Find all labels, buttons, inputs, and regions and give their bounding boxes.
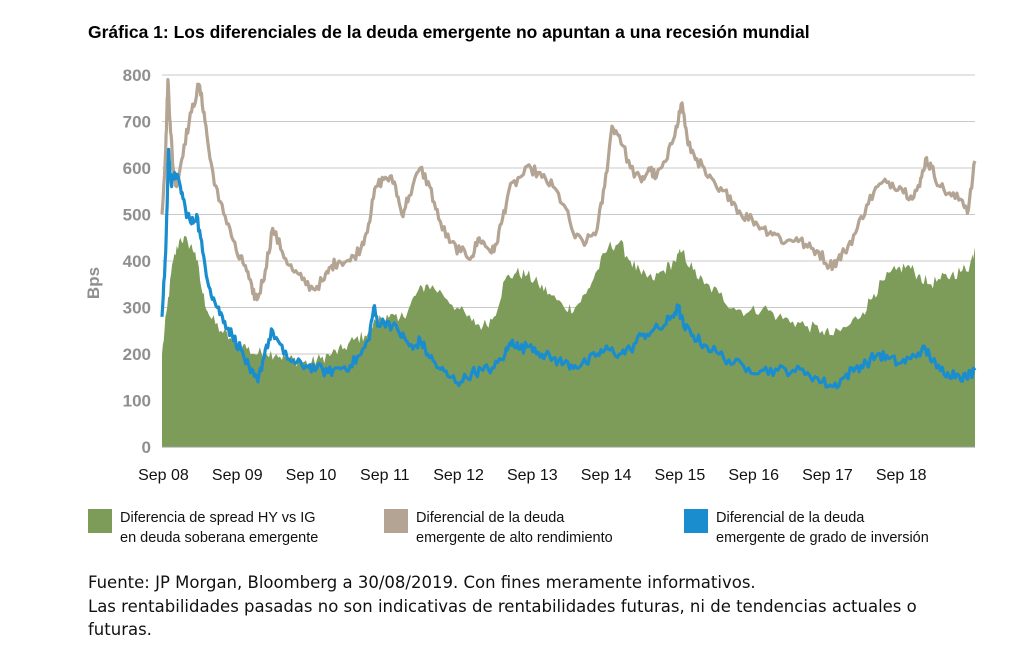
source-line: Las rentabilidades pasadas no son indica…: [88, 596, 917, 616]
legend-label: en deuda soberana emergente: [120, 530, 319, 546]
source-note: Fuente: JP Morgan, Bloomberg a 30/08/201…: [88, 571, 917, 642]
x-tick-label: Sep 13: [507, 467, 558, 484]
y-tick-label: 500: [123, 206, 151, 225]
legend-swatch: [384, 509, 408, 533]
x-tick-label: Sep 18: [876, 467, 927, 484]
x-tick-label: Sep 16: [728, 467, 779, 484]
x-tick-label: Sep 10: [286, 467, 337, 484]
y-tick-label: 700: [123, 113, 151, 132]
legend-item-hy-ig: Diferencia de spread HY vs IG en deuda s…: [88, 508, 318, 548]
y-tick-label: 200: [123, 345, 151, 364]
series-area-hy-ig-spread: [162, 236, 975, 447]
chart: 0 100 200 300 400 500 600 700 800 Sep 08 Sep 09 Sep…: [84, 66, 977, 484]
y-tick-label: 100: [123, 392, 151, 411]
chart-series: [160, 78, 977, 447]
legend-item-investment-grade: Diferencial de la deuda emergente de gra…: [684, 508, 929, 548]
y-tick-label: 800: [123, 66, 151, 85]
legend-label: Diferencial de la deuda: [416, 510, 565, 526]
legend-label: Diferencia de spread HY vs IG: [120, 510, 316, 526]
legend-item-high-yield: Diferencial de la deuda emergente de alt…: [384, 508, 613, 548]
y-tick-label: 400: [123, 252, 151, 271]
y-tick-label: 600: [123, 159, 151, 178]
source-line: Fuente: JP Morgan, Bloomberg a 30/08/201…: [88, 573, 756, 592]
source-line: futuras.: [88, 620, 152, 639]
x-tick-label: Sep 08: [138, 467, 189, 484]
x-tick-label: Sep 12: [433, 467, 484, 484]
chart-title: Gráfica 1: Los diferenciales de la deuda…: [88, 22, 810, 42]
legend-label: emergente de grado de inversión: [716, 530, 929, 546]
legend-label: Diferencial de la deuda: [716, 510, 865, 526]
y-tick-label: 0: [142, 438, 151, 457]
y-tick-label: 300: [123, 299, 151, 318]
x-tick-label: Sep 15: [655, 467, 706, 484]
chart-axes: 0 100 200 300 400 500 600 700 800 Sep 08 Sep 09 Sep…: [84, 66, 975, 484]
series-line-investment-grade: [160, 147, 977, 390]
x-tick-label: Sep 14: [581, 467, 632, 484]
x-tick-label: Sep 09: [212, 467, 263, 484]
x-tick-label: Sep 17: [802, 467, 853, 484]
x-tick-label: Sep 11: [360, 467, 410, 484]
series-line-high-yield: [160, 78, 977, 302]
legend-swatch: [88, 509, 112, 533]
legend-label: emergente de alto rendimiento: [416, 530, 613, 546]
y-axis-label: Bps: [84, 267, 103, 299]
legend-swatch: [684, 509, 708, 533]
